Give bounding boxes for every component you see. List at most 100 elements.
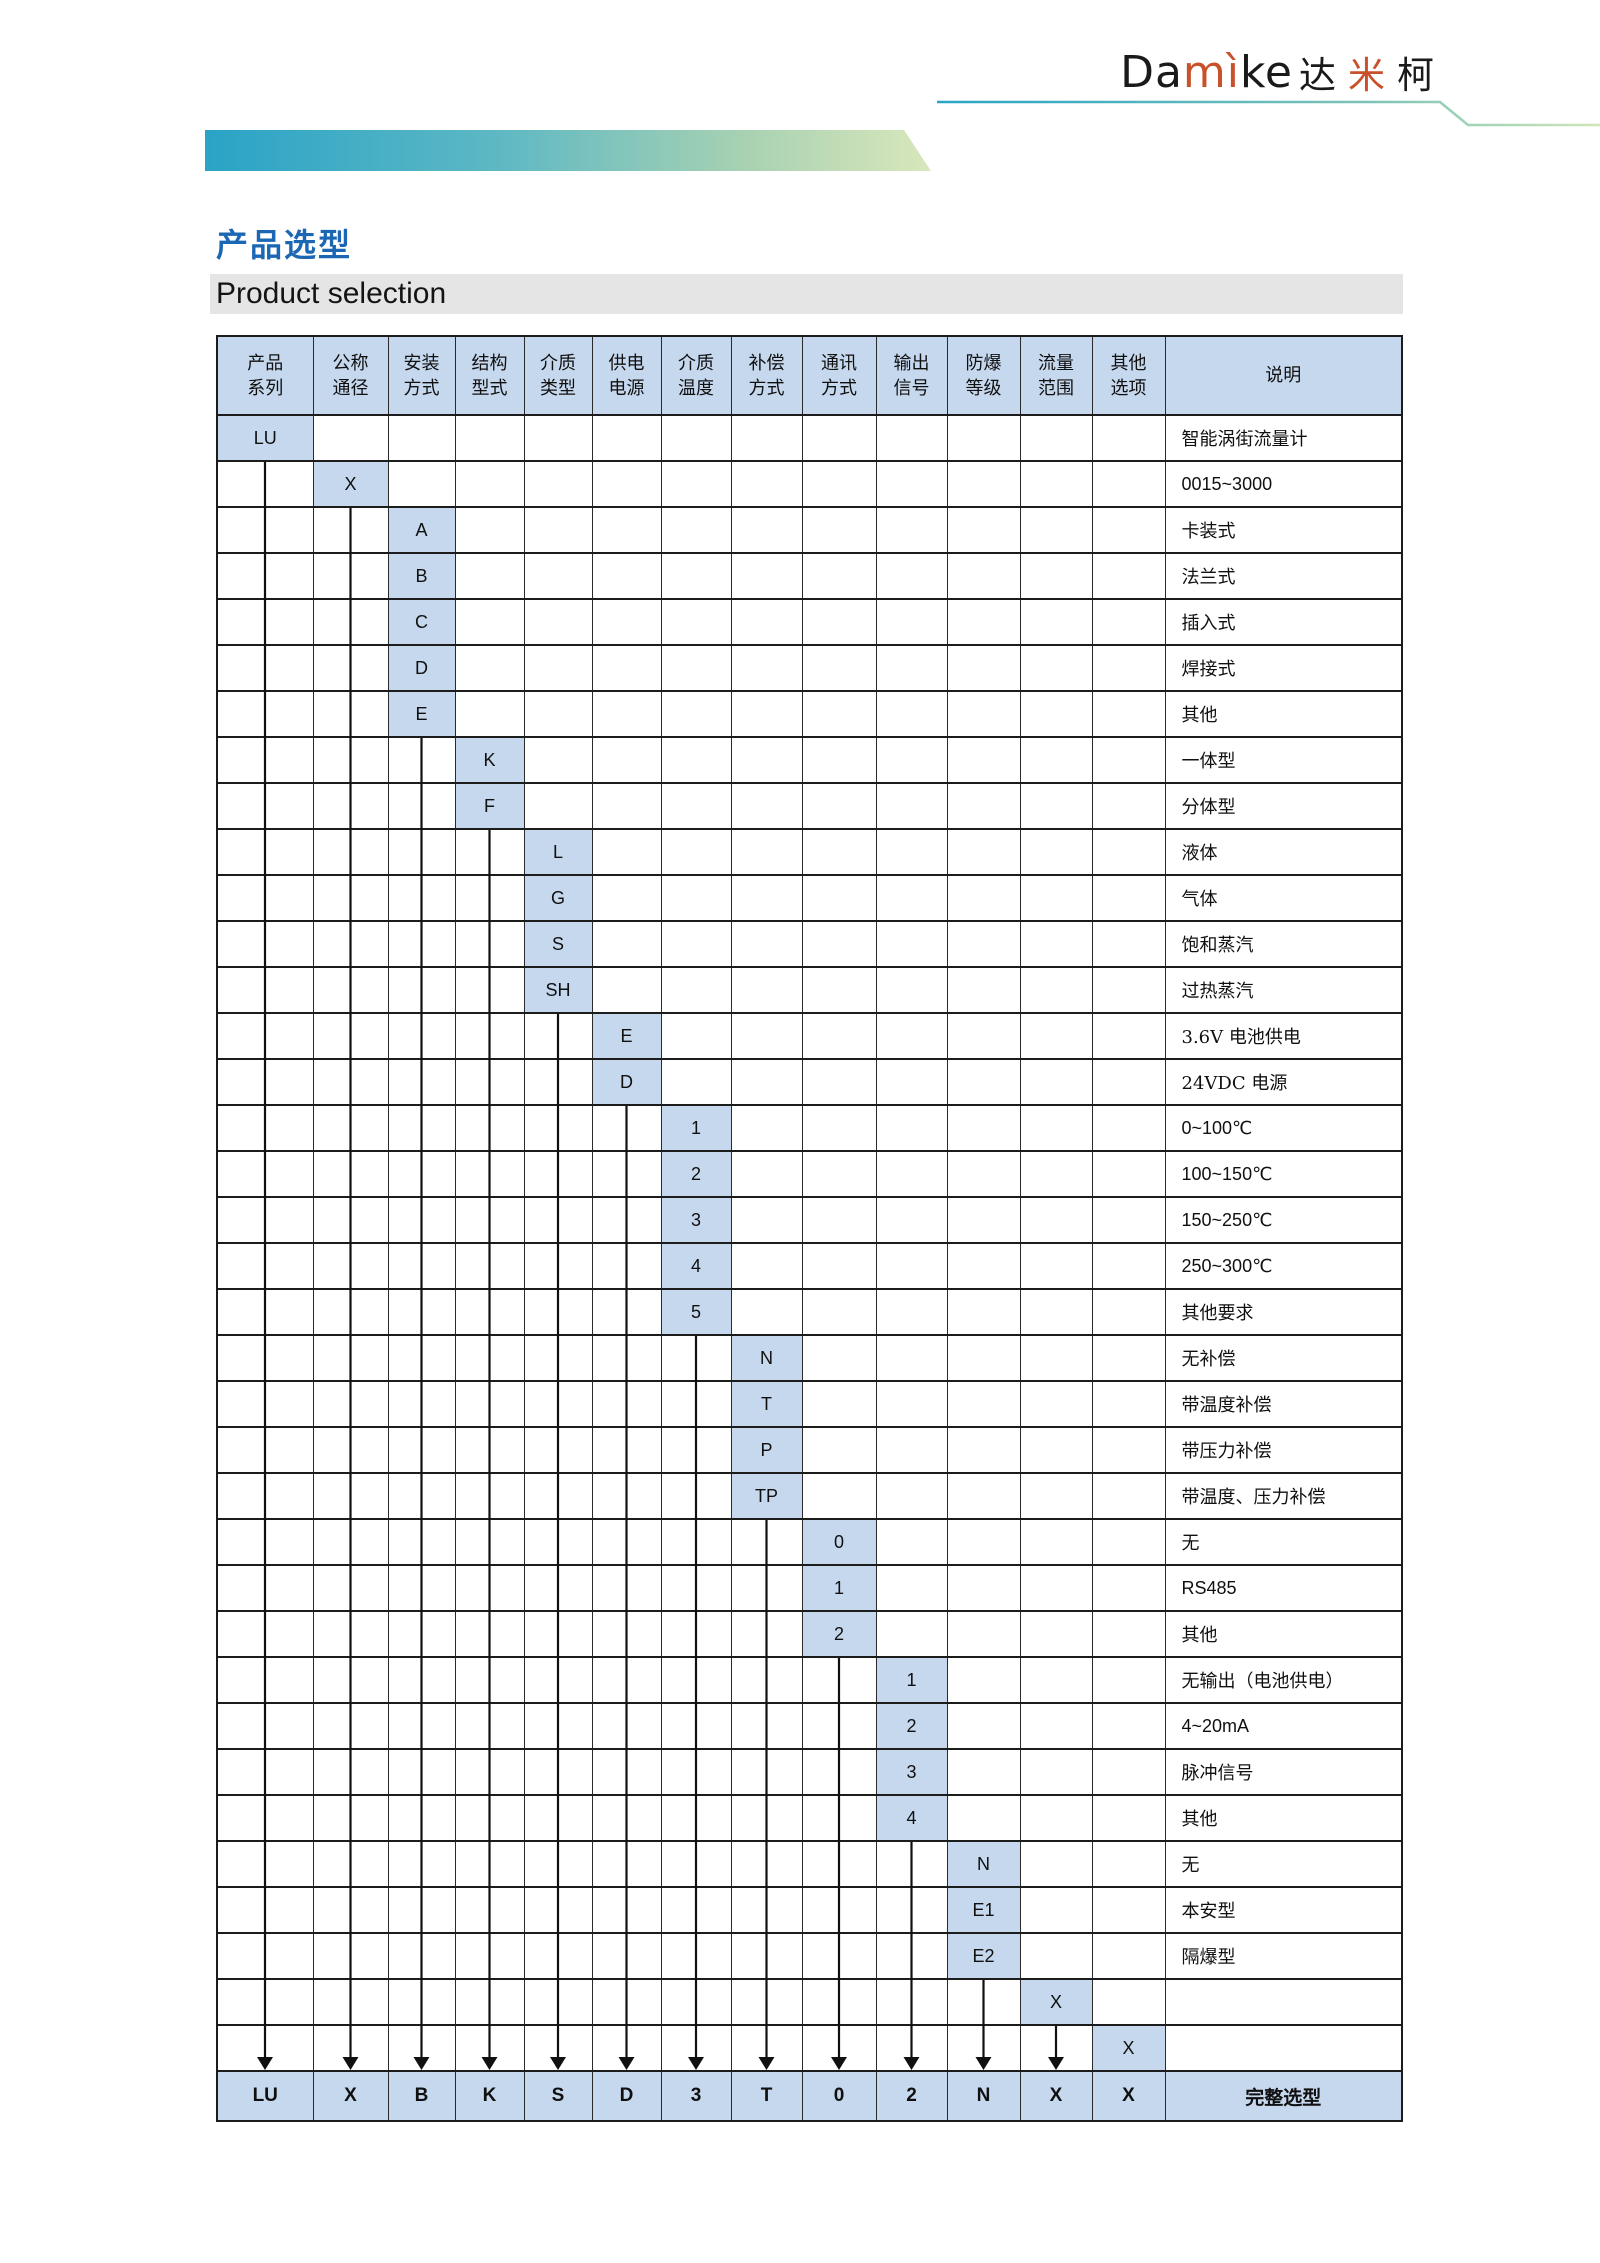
empty-cell	[875, 690, 948, 738]
final-code-cell: X	[1019, 2070, 1093, 2122]
empty-cell	[1091, 1932, 1166, 1980]
empty-cell	[312, 1978, 389, 2026]
empty-cell	[523, 736, 593, 784]
empty-cell	[591, 782, 662, 830]
empty-cell	[946, 690, 1021, 738]
empty-cell	[1019, 920, 1093, 968]
final-code-cell: D	[591, 2070, 662, 2122]
selection-table-wrap: 产品 系列 公称 通径 安装 方式 结构 型式 介质 类型 供电 电源 介质 温度 补偿 方式 通讯 方式 输出 信号…	[216, 335, 1403, 2122]
empty-cell	[875, 1012, 948, 1060]
empty-cell	[801, 1748, 877, 1796]
empty-cell	[312, 874, 389, 922]
empty-cell	[801, 1012, 877, 1060]
empty-cell	[1091, 460, 1166, 508]
description-cell: 法兰式	[1164, 552, 1403, 600]
empty-cell	[1091, 1564, 1166, 1612]
empty-cell	[523, 2024, 593, 2072]
table-row: S 饱和蒸汽	[216, 920, 1403, 968]
empty-cell	[312, 1242, 389, 1290]
code-cell: E1	[946, 1886, 1021, 1934]
code-cell: 5	[660, 1288, 732, 1336]
col-header: 防爆 等级	[946, 335, 1021, 416]
empty-cell	[216, 1150, 314, 1198]
empty-cell	[591, 1978, 662, 2026]
empty-cell	[1019, 1196, 1093, 1244]
empty-cell	[591, 1380, 662, 1428]
empty-cell	[660, 736, 732, 784]
empty-cell	[387, 1196, 456, 1244]
empty-cell	[523, 1196, 593, 1244]
empty-cell	[875, 1840, 948, 1888]
table-row: 1 无输出（电池供电）	[216, 1656, 1403, 1704]
empty-cell	[312, 506, 389, 554]
code-cell: LU	[216, 414, 314, 462]
empty-cell	[1091, 1380, 1166, 1428]
empty-cell	[875, 1564, 948, 1612]
empty-cell	[1091, 1518, 1166, 1566]
empty-cell	[591, 2024, 662, 2072]
empty-cell	[216, 1380, 314, 1428]
empty-cell	[1019, 1058, 1093, 1106]
empty-cell	[660, 874, 732, 922]
final-selection-row: LU X B K S D 3 T 0 2 N X X 完整选型	[216, 2070, 1403, 2122]
empty-cell	[946, 1380, 1021, 1428]
empty-cell	[730, 1242, 803, 1290]
empty-cell	[312, 1840, 389, 1888]
empty-cell	[216, 782, 314, 830]
final-code-cell: S	[523, 2070, 593, 2122]
description-cell: RS485	[1164, 1564, 1403, 1612]
code-cell: S	[523, 920, 593, 968]
empty-cell	[591, 1794, 662, 1842]
description-cell: 焊接式	[1164, 644, 1403, 692]
page-title: 产品选型	[216, 227, 353, 263]
empty-cell	[801, 1104, 877, 1152]
empty-cell	[216, 1104, 314, 1152]
code-cell: 4	[660, 1242, 732, 1290]
empty-cell	[387, 1932, 456, 1980]
empty-cell	[454, 1794, 525, 1842]
table-row: X	[216, 2024, 1403, 2072]
empty-cell	[1091, 782, 1166, 830]
empty-cell	[312, 1472, 389, 1520]
empty-cell	[312, 552, 389, 600]
description-cell: 150~250℃	[1164, 1196, 1403, 1244]
empty-cell	[1019, 1564, 1093, 1612]
empty-cell	[454, 2024, 525, 2072]
empty-cell	[454, 1426, 525, 1474]
empty-cell	[387, 1058, 456, 1106]
code-cell: 1	[801, 1564, 877, 1612]
empty-cell	[660, 1472, 732, 1520]
empty-cell	[591, 1150, 662, 1198]
table-row: SH 过热蒸汽	[216, 966, 1403, 1014]
empty-cell	[660, 920, 732, 968]
empty-cell	[591, 1886, 662, 1934]
empty-cell	[523, 1564, 593, 1612]
empty-cell	[730, 1058, 803, 1106]
empty-cell	[312, 1518, 389, 1566]
empty-cell	[660, 414, 732, 462]
empty-cell	[801, 1196, 877, 1244]
empty-cell	[660, 644, 732, 692]
empty-cell	[1019, 966, 1093, 1014]
empty-cell	[875, 966, 948, 1014]
empty-cell	[730, 920, 803, 968]
empty-cell	[312, 1104, 389, 1152]
empty-cell	[1019, 736, 1093, 784]
code-cell: A	[387, 506, 456, 554]
col-header: 通讯 方式	[801, 335, 877, 416]
empty-cell	[801, 736, 877, 784]
empty-cell	[801, 506, 877, 554]
col-header: 介质 类型	[523, 335, 593, 416]
empty-cell	[312, 1564, 389, 1612]
subtitle-bar: Product selection	[210, 274, 1403, 314]
empty-cell	[875, 828, 948, 876]
description-cell: 100~150℃	[1164, 1150, 1403, 1198]
table-row: G 气体	[216, 874, 1403, 922]
code-cell: 2	[660, 1150, 732, 1198]
empty-cell	[730, 966, 803, 1014]
final-code-cell: X	[1091, 2070, 1166, 2122]
empty-cell	[312, 1012, 389, 1060]
empty-cell	[312, 598, 389, 646]
empty-cell	[387, 1702, 456, 1750]
empty-cell	[454, 1886, 525, 1934]
